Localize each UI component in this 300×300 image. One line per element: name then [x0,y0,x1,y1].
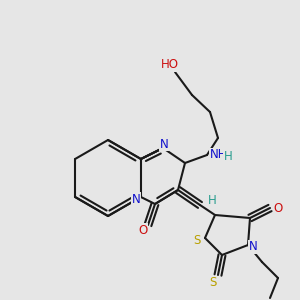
Text: HO: HO [161,58,179,71]
Text: H: H [208,194,216,208]
Text: N: N [131,193,140,206]
Text: N: N [249,241,257,254]
Text: O: O [138,224,148,236]
Text: S: S [193,233,201,247]
Text: N: N [160,137,168,151]
Text: H: H [224,149,232,163]
Text: S: S [209,277,217,290]
Text: O: O [273,202,283,214]
Text: NH: NH [210,148,227,161]
